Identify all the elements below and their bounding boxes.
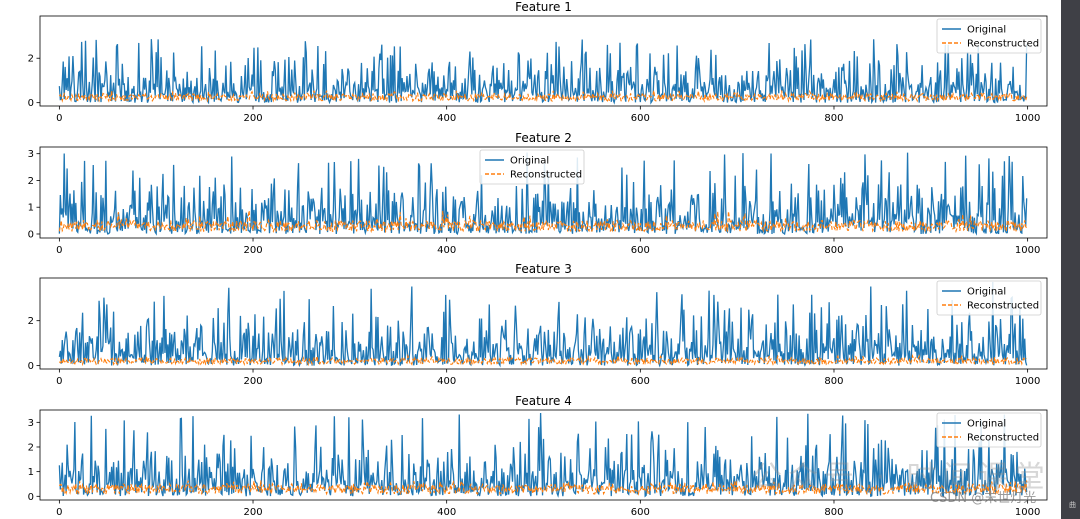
x-tick-label: 0 <box>56 113 62 124</box>
x-tick-label: 400 <box>437 245 456 256</box>
sidebar-mark: 曲 <box>1069 501 1076 509</box>
y-tick-label: 0 <box>28 98 34 109</box>
subplot-feature-1: Feature 1 0 200 400 600 800 1000 0 2 Original Reco… <box>28 0 1048 124</box>
series-line-reconstructed <box>58 210 1028 234</box>
y-tick-label: 2 <box>28 316 34 327</box>
y-tick-label: 2 <box>28 442 34 453</box>
series-line-reconstructed <box>58 478 1028 496</box>
x-tick-label: 400 <box>437 113 456 124</box>
x-tick-label: 0 <box>56 245 62 256</box>
legend: Original Reconstructed <box>936 280 1042 316</box>
y-tick-label: 0 <box>28 229 34 240</box>
y-tick-label: 3 <box>28 418 34 429</box>
axes-frame <box>39 146 1048 239</box>
series-line-original <box>58 152 1028 236</box>
x-tick-label: 400 <box>437 376 456 387</box>
subplot-title: Feature 2 <box>515 131 572 145</box>
y-tick-label: 0 <box>28 361 34 372</box>
credit-text: CSDN @末世灯光 <box>930 491 1037 506</box>
legend-label: Original <box>967 25 1006 36</box>
series-line-original <box>58 282 1028 368</box>
legend: Original Reconstructed <box>936 412 1042 448</box>
y-tick-label: 2 <box>28 54 34 65</box>
legend: Original Reconstructed <box>936 18 1042 54</box>
x-tick-label: 600 <box>631 245 650 256</box>
y-tick-label: 3 <box>28 149 34 160</box>
axes-frame <box>39 15 1048 107</box>
watermark-text: 公众号 · 时间课堂 <box>752 460 1051 495</box>
legend-label: Reconstructed <box>967 433 1039 444</box>
x-tick-label: 200 <box>243 113 262 124</box>
x-tick-label: 800 <box>824 245 843 256</box>
subplot-title: Feature 1 <box>515 0 572 14</box>
subplot-feature-2: Feature 2 0 200 400 600 800 1000 0 1 2 3 Original Re… <box>28 131 1048 256</box>
legend-box <box>936 280 1042 316</box>
legend-box <box>936 18 1042 54</box>
x-tick-label: 0 <box>56 507 62 518</box>
y-tick-label: 1 <box>28 467 34 478</box>
series-line-original <box>58 39 1028 105</box>
x-tick-label: 600 <box>631 507 650 518</box>
legend-label: Reconstructed <box>967 301 1039 312</box>
y-tick-label: 2 <box>28 176 34 187</box>
legend-label: Reconstructed <box>967 39 1039 50</box>
x-tick-label: 800 <box>824 376 843 387</box>
x-tick-label: 1000 <box>1015 113 1040 124</box>
scrollbar-panel[interactable] <box>1061 0 1080 519</box>
x-tick-label: 1000 <box>1015 245 1040 256</box>
legend-box <box>936 412 1042 448</box>
series-line-original <box>58 413 1028 498</box>
legend: Original Reconstructed <box>479 149 585 185</box>
x-tick-label: 800 <box>824 113 843 124</box>
y-tick-label: 0 <box>28 492 34 503</box>
x-tick-label: 600 <box>631 376 650 387</box>
series-line-reconstructed <box>58 89 1028 104</box>
x-tick-label: 1000 <box>1015 376 1040 387</box>
x-tick-label: 400 <box>437 507 456 518</box>
axes-frame <box>39 277 1048 370</box>
legend-label: Original <box>967 287 1006 298</box>
legend-box <box>479 149 585 185</box>
x-tick-label: 600 <box>631 113 650 124</box>
x-tick-label: 800 <box>824 507 843 518</box>
legend-label: Reconstructed <box>510 170 582 181</box>
y-tick-label: 1 <box>28 203 34 214</box>
series-line-reconstructed <box>58 353 1028 367</box>
subplot-feature-4: Feature 4 0 200 400 600 800 1000 0 1 2 3 Original Re… <box>28 394 1048 518</box>
legend-label: Original <box>967 419 1006 430</box>
subplot-title: Feature 4 <box>515 394 572 408</box>
subplot-feature-3: Feature 3 0 200 400 600 800 1000 0 2 Original Reco… <box>28 262 1048 387</box>
x-tick-label: 200 <box>243 245 262 256</box>
x-tick-label: 200 <box>243 376 262 387</box>
x-tick-label: 1000 <box>1015 507 1040 518</box>
legend-label: Original <box>510 156 549 167</box>
x-tick-label: 0 <box>56 376 62 387</box>
subplot-title: Feature 3 <box>515 262 572 276</box>
x-tick-label: 200 <box>243 507 262 518</box>
axes-frame <box>39 409 1048 501</box>
